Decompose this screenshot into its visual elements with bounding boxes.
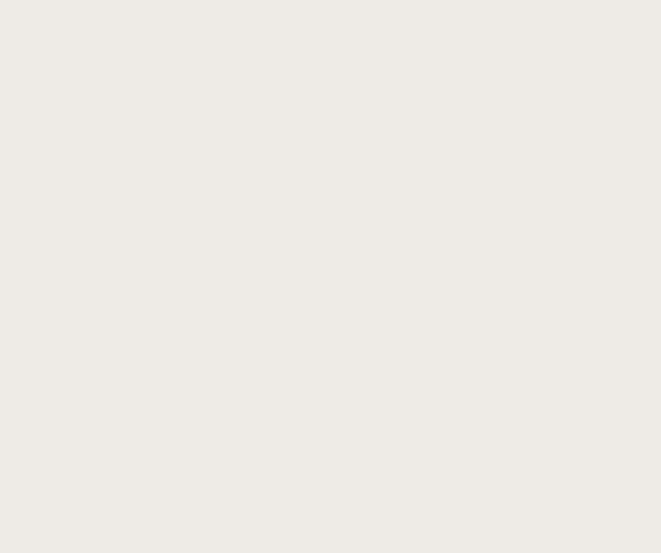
us-country-label [51,372,147,373]
us-dest-6-label [547,498,551,512]
uk-country-label [52,208,148,209]
us-dest-5-label [547,475,551,489]
us-dest-4-label [547,444,551,458]
us-dest-1-label [547,321,551,335]
uk-dest-1-label [547,104,551,118]
us-dest-0-label [547,261,551,275]
uk-dest-0-label [547,72,551,86]
uk-dest-2-label [547,132,551,146]
credit-text [643,402,653,512]
uk-dest-6-label [547,205,551,219]
uk-dest-4-label [547,172,551,186]
us-dest-2-label [547,363,551,377]
uk-dest-5-label [547,189,551,203]
us-dest-3-label [547,403,551,417]
uk-dest-3-label [547,155,551,169]
